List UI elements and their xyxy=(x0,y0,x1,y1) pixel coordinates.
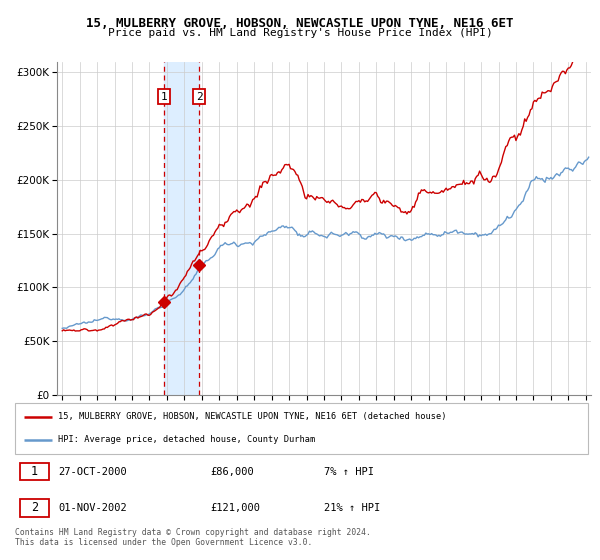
Text: £86,000: £86,000 xyxy=(210,466,254,477)
FancyBboxPatch shape xyxy=(20,499,49,516)
Text: HPI: Average price, detached house, County Durham: HPI: Average price, detached house, Coun… xyxy=(58,436,315,445)
Text: 27-OCT-2000: 27-OCT-2000 xyxy=(58,466,127,477)
Text: 01-NOV-2002: 01-NOV-2002 xyxy=(58,503,127,513)
Text: 2: 2 xyxy=(31,501,38,514)
Text: 1: 1 xyxy=(160,92,167,101)
Bar xyxy=(164,62,199,395)
Text: 2: 2 xyxy=(196,92,202,101)
Text: 21% ↑ HPI: 21% ↑ HPI xyxy=(325,503,380,513)
Text: 15, MULBERRY GROVE, HOBSON, NEWCASTLE UPON TYNE, NE16 6ET: 15, MULBERRY GROVE, HOBSON, NEWCASTLE UP… xyxy=(86,17,514,30)
Text: 1: 1 xyxy=(31,465,38,478)
Text: 7% ↑ HPI: 7% ↑ HPI xyxy=(325,466,374,477)
Text: Contains HM Land Registry data © Crown copyright and database right 2024.
This d: Contains HM Land Registry data © Crown c… xyxy=(15,528,371,547)
Text: £121,000: £121,000 xyxy=(210,503,260,513)
FancyBboxPatch shape xyxy=(20,463,49,480)
Text: 15, MULBERRY GROVE, HOBSON, NEWCASTLE UPON TYNE, NE16 6ET (detached house): 15, MULBERRY GROVE, HOBSON, NEWCASTLE UP… xyxy=(58,412,446,421)
Text: Price paid vs. HM Land Registry's House Price Index (HPI): Price paid vs. HM Land Registry's House … xyxy=(107,28,493,38)
FancyBboxPatch shape xyxy=(15,403,588,454)
